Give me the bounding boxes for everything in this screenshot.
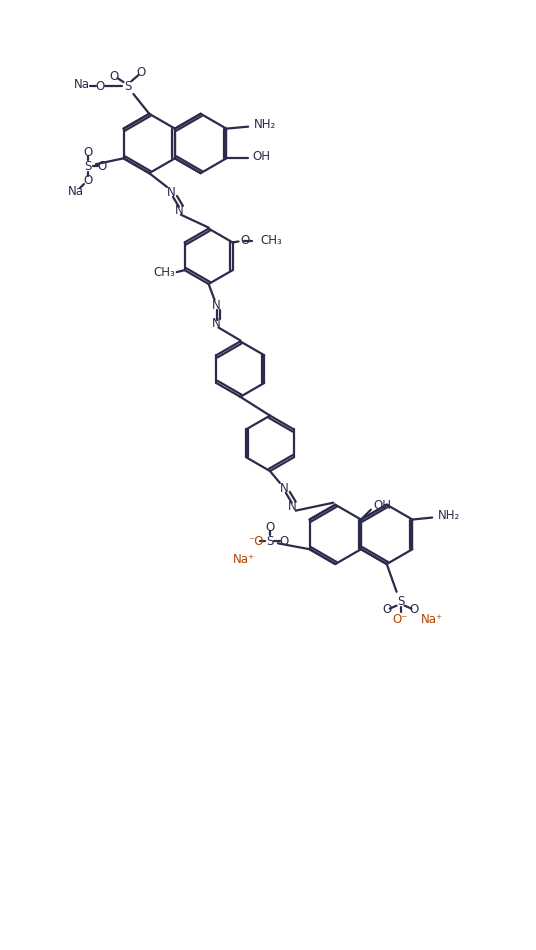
Text: Na⁺: Na⁺: [421, 613, 443, 626]
Text: O: O: [241, 234, 250, 247]
Text: Na: Na: [74, 78, 90, 90]
Text: S: S: [124, 80, 131, 92]
Text: NH₂: NH₂: [438, 509, 460, 522]
Text: CH₃: CH₃: [153, 266, 175, 278]
Text: O⁻: O⁻: [393, 613, 408, 626]
Text: O: O: [95, 80, 105, 92]
Text: N: N: [212, 317, 221, 330]
Text: N: N: [167, 186, 175, 200]
Text: O: O: [109, 69, 118, 83]
Text: CH₃: CH₃: [260, 234, 282, 247]
Text: O: O: [83, 174, 93, 186]
Text: Na⁺: Na⁺: [233, 553, 255, 565]
Text: O: O: [410, 603, 419, 617]
Text: O: O: [97, 160, 106, 173]
Text: O: O: [137, 66, 146, 79]
Text: OH: OH: [252, 150, 270, 162]
Text: S: S: [266, 535, 274, 548]
Text: ⁻O: ⁻O: [248, 535, 264, 548]
Text: S: S: [397, 595, 404, 608]
Text: OH: OH: [373, 499, 391, 512]
Text: S: S: [84, 160, 92, 173]
Text: O: O: [83, 146, 93, 159]
Text: N: N: [212, 299, 221, 313]
Text: N: N: [279, 483, 288, 495]
Text: Na: Na: [68, 185, 84, 199]
Text: N: N: [175, 204, 183, 218]
Text: O: O: [279, 535, 288, 548]
Text: NH₂: NH₂: [254, 118, 277, 131]
Text: N: N: [287, 500, 296, 513]
Text: O: O: [382, 603, 391, 617]
Text: O: O: [265, 521, 274, 534]
